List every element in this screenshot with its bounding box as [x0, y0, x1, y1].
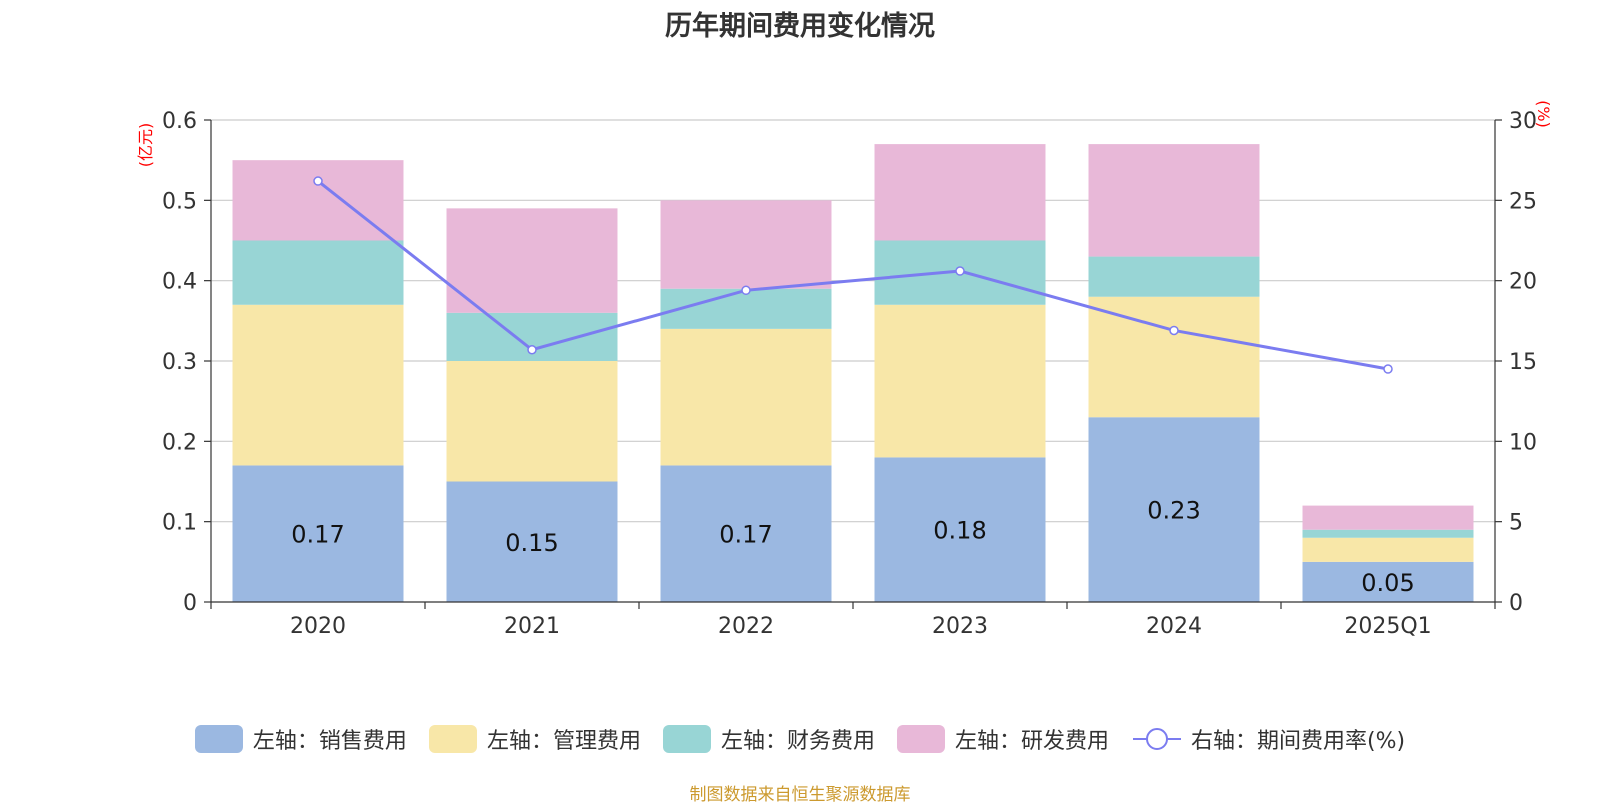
legend-swatch-admin — [428, 725, 477, 753]
right-tick-label: 20 — [1509, 270, 1537, 295]
legend-item-sales[interactable]: 左轴：销售费用 — [194, 723, 407, 755]
rate-point — [1383, 364, 1393, 374]
data-labels: 0.17 0.15 0.17 0.18 0.23 0.05 — [291, 497, 1414, 597]
right-tick-label: 25 — [1509, 189, 1537, 214]
right-tick-label: 5 — [1509, 511, 1523, 536]
bar-value-label: 0.15 — [505, 529, 558, 557]
bar-value-label: 0.17 — [291, 521, 344, 549]
x-tick-label: 2024 — [1146, 614, 1202, 639]
left-tick-label: 0.6 — [162, 109, 197, 134]
bar-segment — [446, 481, 618, 602]
source-note: 制图数据来自恒生聚源数据库 — [689, 785, 911, 805]
legend-swatch-rnd — [896, 725, 945, 753]
bar-segment — [1302, 561, 1474, 602]
rate-point — [741, 285, 751, 296]
left-tick-label: 0.5 — [162, 189, 197, 214]
left-tick-label: 0.2 — [162, 430, 197, 455]
bar-value-label: 0.17 — [719, 521, 772, 549]
x-tick-label: 2023 — [932, 614, 988, 639]
bar-segment — [660, 328, 832, 466]
left-tick-label: 0.3 — [162, 350, 197, 375]
legend-item-rnd[interactable]: 左轴：研发费用 — [896, 723, 1109, 755]
bar-segment — [874, 144, 1046, 241]
legend-item-rate[interactable]: 右轴：期间费用率(%) — [1131, 723, 1405, 755]
rate-line — [317, 179, 1389, 371]
bar-segment — [874, 457, 1046, 602]
legend-label-finance: 左轴：财务费用 — [720, 729, 875, 754]
bar-value-label: 0.18 — [933, 517, 986, 545]
x-tick-label: 2021 — [504, 614, 560, 639]
rate-point — [955, 266, 965, 276]
left-tick-label: 0.1 — [162, 511, 197, 536]
bar-segment — [1302, 505, 1474, 530]
legend-label-rnd: 左轴：研发费用 — [954, 729, 1109, 754]
right-tick-label: 10 — [1509, 430, 1537, 455]
rate-line-layer — [313, 176, 1393, 374]
bar-segment — [232, 304, 404, 466]
right-tick-label: 30 — [1509, 109, 1537, 134]
bar-segment — [446, 361, 618, 482]
legend-item-admin[interactable]: 左轴：管理费用 — [428, 723, 641, 755]
bar-segment — [1302, 529, 1474, 538]
bar-segment — [1088, 144, 1260, 257]
legend-label-rate: 右轴：期间费用率(%) — [1190, 729, 1406, 754]
bar-segment — [660, 465, 832, 602]
bar-segment — [1088, 256, 1260, 297]
bar-segment — [1088, 296, 1260, 418]
chart-title: 历年期间费用变化情况 — [665, 11, 935, 42]
bar-segment — [446, 208, 618, 313]
legend: 左轴：销售费用 左轴：管理费用 左轴：财务费用 左轴：研发费用 右轴：期间费用率… — [0, 722, 1600, 756]
legend-label-sales: 左轴：销售费用 — [252, 729, 407, 754]
bar-layer — [232, 144, 1474, 602]
left-tick-label: 0 — [183, 591, 197, 616]
bar-value-label: 0.23 — [1147, 497, 1200, 525]
right-tick-label: 15 — [1509, 350, 1537, 375]
rate-point — [1169, 325, 1179, 336]
x-tick-label: 2022 — [718, 614, 774, 639]
left-tick-label: 0.4 — [162, 270, 197, 295]
bar-segment — [1302, 537, 1474, 562]
bar-segment — [1088, 417, 1260, 602]
rate-point — [527, 345, 537, 355]
x-tick-label: 2025Q1 — [1344, 614, 1431, 639]
bar-segment — [660, 200, 832, 289]
axes: 0 0.1 0.2 0.3 0.4 0.5 0.6 0 5 10 15 20 25 30 2020 2021 2… — [162, 109, 1537, 639]
right-tick-label: 0 — [1509, 591, 1523, 616]
left-axis-unit: (亿元) — [136, 123, 155, 168]
legend-item-finance[interactable]: 左轴：财务费用 — [662, 723, 875, 755]
legend-swatch-finance — [662, 725, 711, 753]
x-tick-label: 2020 — [290, 614, 346, 639]
legend-swatch-sales — [194, 725, 243, 753]
bar-value-label: 0.05 — [1361, 569, 1414, 597]
bar-segment — [874, 304, 1046, 458]
legend-line-marker-icon — [1132, 728, 1181, 750]
bar-segment — [660, 288, 832, 329]
bar-segment — [232, 240, 404, 305]
bar-segment — [232, 465, 404, 602]
rate-point — [313, 176, 323, 186]
gridlines — [211, 119, 1495, 523]
legend-label-admin: 左轴：管理费用 — [486, 729, 641, 754]
right-axis-unit: (%) — [1534, 100, 1553, 128]
